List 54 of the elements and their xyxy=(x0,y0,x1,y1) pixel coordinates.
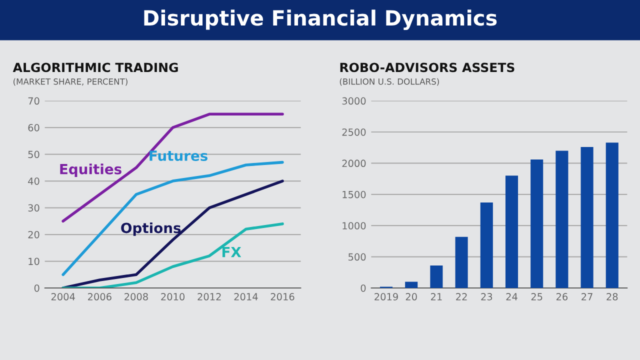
chart-subtitle: (BILLION U.S. DOLLARS) xyxy=(340,78,439,86)
bar xyxy=(455,236,468,288)
chart-title: ALGORITHMIC TRADING xyxy=(12,62,178,72)
x-tick-label: 2014 xyxy=(234,293,258,300)
x-tick-label: 2006 xyxy=(88,293,112,300)
x-tick-label: 22 xyxy=(456,293,467,300)
x-tick-label: 2016 xyxy=(270,293,294,300)
y-tick-label: 70 xyxy=(28,97,40,105)
bar xyxy=(556,150,568,288)
x-tick-label: 24 xyxy=(506,293,518,300)
x-tick-label: 28 xyxy=(606,293,618,300)
y-tick-label: 0 xyxy=(360,284,366,292)
y-tick-label: 1500 xyxy=(342,190,366,198)
y-tick-label: 50 xyxy=(28,150,40,158)
series-label: Equities xyxy=(60,164,122,178)
y-tick-label: 1000 xyxy=(342,222,366,230)
text: Disruptive Financial Dynamics xyxy=(144,10,497,30)
y-tick-label: 3000 xyxy=(342,97,366,105)
y-tick-label: 2000 xyxy=(342,160,366,168)
x-tick-label: 23 xyxy=(481,293,492,300)
bar xyxy=(430,266,443,288)
chart-subtitle: (MARKET SHARE, PERCENT) xyxy=(14,78,128,86)
line-series xyxy=(62,222,284,288)
y-tick-label: 0 xyxy=(34,284,40,292)
x-tick-label: 25 xyxy=(531,293,542,300)
x-tick-label: 20 xyxy=(406,293,417,300)
y-tick-label: 30 xyxy=(28,204,40,212)
x-tick-label: 2008 xyxy=(124,293,148,300)
chart-title: ROBO-ADVISORS ASSETS xyxy=(340,62,514,72)
x-tick-label: 21 xyxy=(430,293,442,300)
line-series xyxy=(62,180,284,288)
y-tick-label: 60 xyxy=(28,124,40,132)
series-label: Futures xyxy=(150,150,208,161)
y-tick-label: 500 xyxy=(348,253,366,261)
bar xyxy=(480,202,493,288)
y-tick-label: 10 xyxy=(28,258,40,266)
series-label: FX xyxy=(222,246,242,258)
y-tick-label: 2500 xyxy=(342,128,366,136)
x-tick-label: 2010 xyxy=(161,293,185,300)
bar xyxy=(530,159,544,288)
x-tick-label: 2004 xyxy=(51,293,75,300)
y-tick-label: 40 xyxy=(28,178,40,185)
bar xyxy=(505,176,518,288)
bar xyxy=(405,282,418,288)
x-tick-label: 2012 xyxy=(198,293,221,300)
x-tick-label: 2019 xyxy=(374,293,398,300)
bar xyxy=(580,146,594,288)
x-tick-label: 27 xyxy=(582,293,592,300)
line-series xyxy=(62,160,284,276)
series-label: Options xyxy=(121,222,181,236)
x-tick-label: 26 xyxy=(556,293,568,300)
line-series xyxy=(62,112,284,223)
y-tick-label: 20 xyxy=(28,230,40,238)
bar xyxy=(606,142,618,288)
